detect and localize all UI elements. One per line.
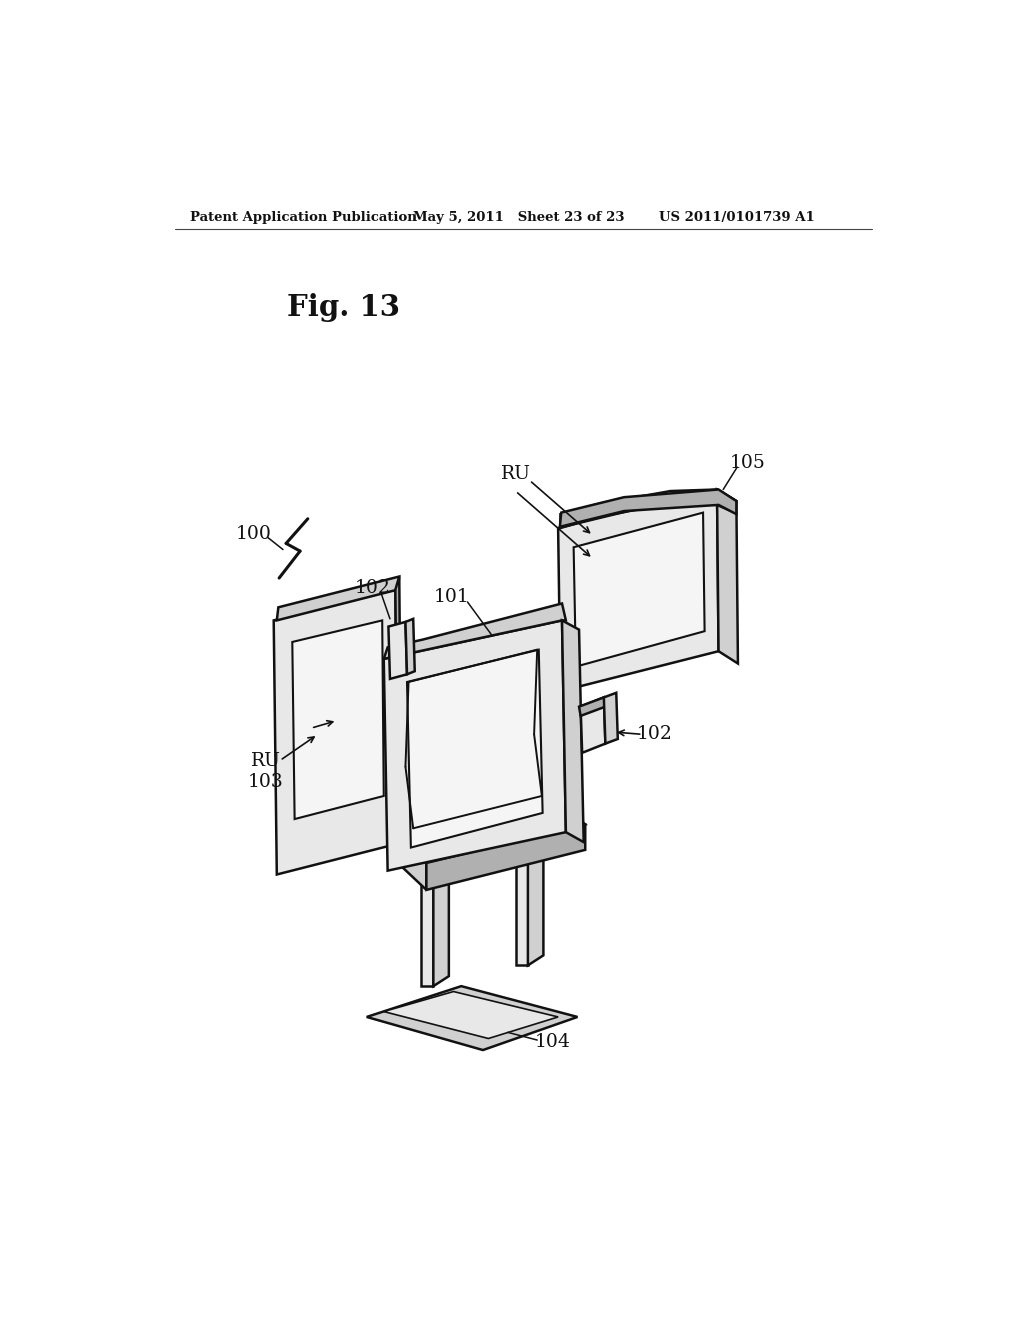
Polygon shape bbox=[560, 490, 736, 529]
Polygon shape bbox=[558, 490, 719, 692]
Polygon shape bbox=[367, 986, 578, 1051]
Polygon shape bbox=[421, 865, 449, 874]
Polygon shape bbox=[433, 865, 449, 986]
Polygon shape bbox=[515, 851, 528, 965]
Text: Fig. 13: Fig. 13 bbox=[287, 293, 400, 322]
Polygon shape bbox=[426, 825, 586, 890]
Text: 101: 101 bbox=[434, 589, 470, 606]
Polygon shape bbox=[421, 874, 433, 986]
Polygon shape bbox=[581, 697, 605, 752]
Polygon shape bbox=[292, 620, 384, 818]
Text: 102: 102 bbox=[355, 579, 391, 597]
Polygon shape bbox=[384, 991, 558, 1039]
Text: 104: 104 bbox=[535, 1034, 570, 1051]
Polygon shape bbox=[515, 841, 544, 851]
Polygon shape bbox=[384, 603, 566, 659]
Polygon shape bbox=[406, 619, 415, 675]
Polygon shape bbox=[560, 490, 736, 528]
Polygon shape bbox=[273, 590, 397, 874]
Polygon shape bbox=[573, 512, 705, 667]
Polygon shape bbox=[395, 577, 401, 843]
Polygon shape bbox=[395, 797, 586, 863]
Polygon shape bbox=[528, 841, 544, 965]
Polygon shape bbox=[579, 697, 605, 715]
Polygon shape bbox=[717, 490, 738, 664]
Text: May 5, 2011   Sheet 23 of 23: May 5, 2011 Sheet 23 of 23 bbox=[414, 211, 625, 224]
Polygon shape bbox=[391, 622, 407, 635]
Text: 100: 100 bbox=[236, 525, 271, 543]
Text: RU: RU bbox=[251, 751, 281, 770]
Polygon shape bbox=[384, 620, 566, 871]
Polygon shape bbox=[421, 851, 528, 874]
Polygon shape bbox=[604, 693, 617, 743]
Polygon shape bbox=[407, 649, 543, 847]
Polygon shape bbox=[395, 836, 426, 890]
Text: 103: 103 bbox=[248, 774, 284, 791]
Polygon shape bbox=[562, 620, 584, 842]
Text: 102: 102 bbox=[637, 726, 673, 743]
Text: RU: RU bbox=[501, 465, 530, 483]
Polygon shape bbox=[388, 622, 407, 678]
Text: 105: 105 bbox=[730, 454, 766, 471]
Text: US 2011/0101739 A1: US 2011/0101739 A1 bbox=[658, 211, 815, 224]
Text: Patent Application Publication: Patent Application Publication bbox=[190, 211, 417, 224]
Polygon shape bbox=[276, 577, 399, 620]
